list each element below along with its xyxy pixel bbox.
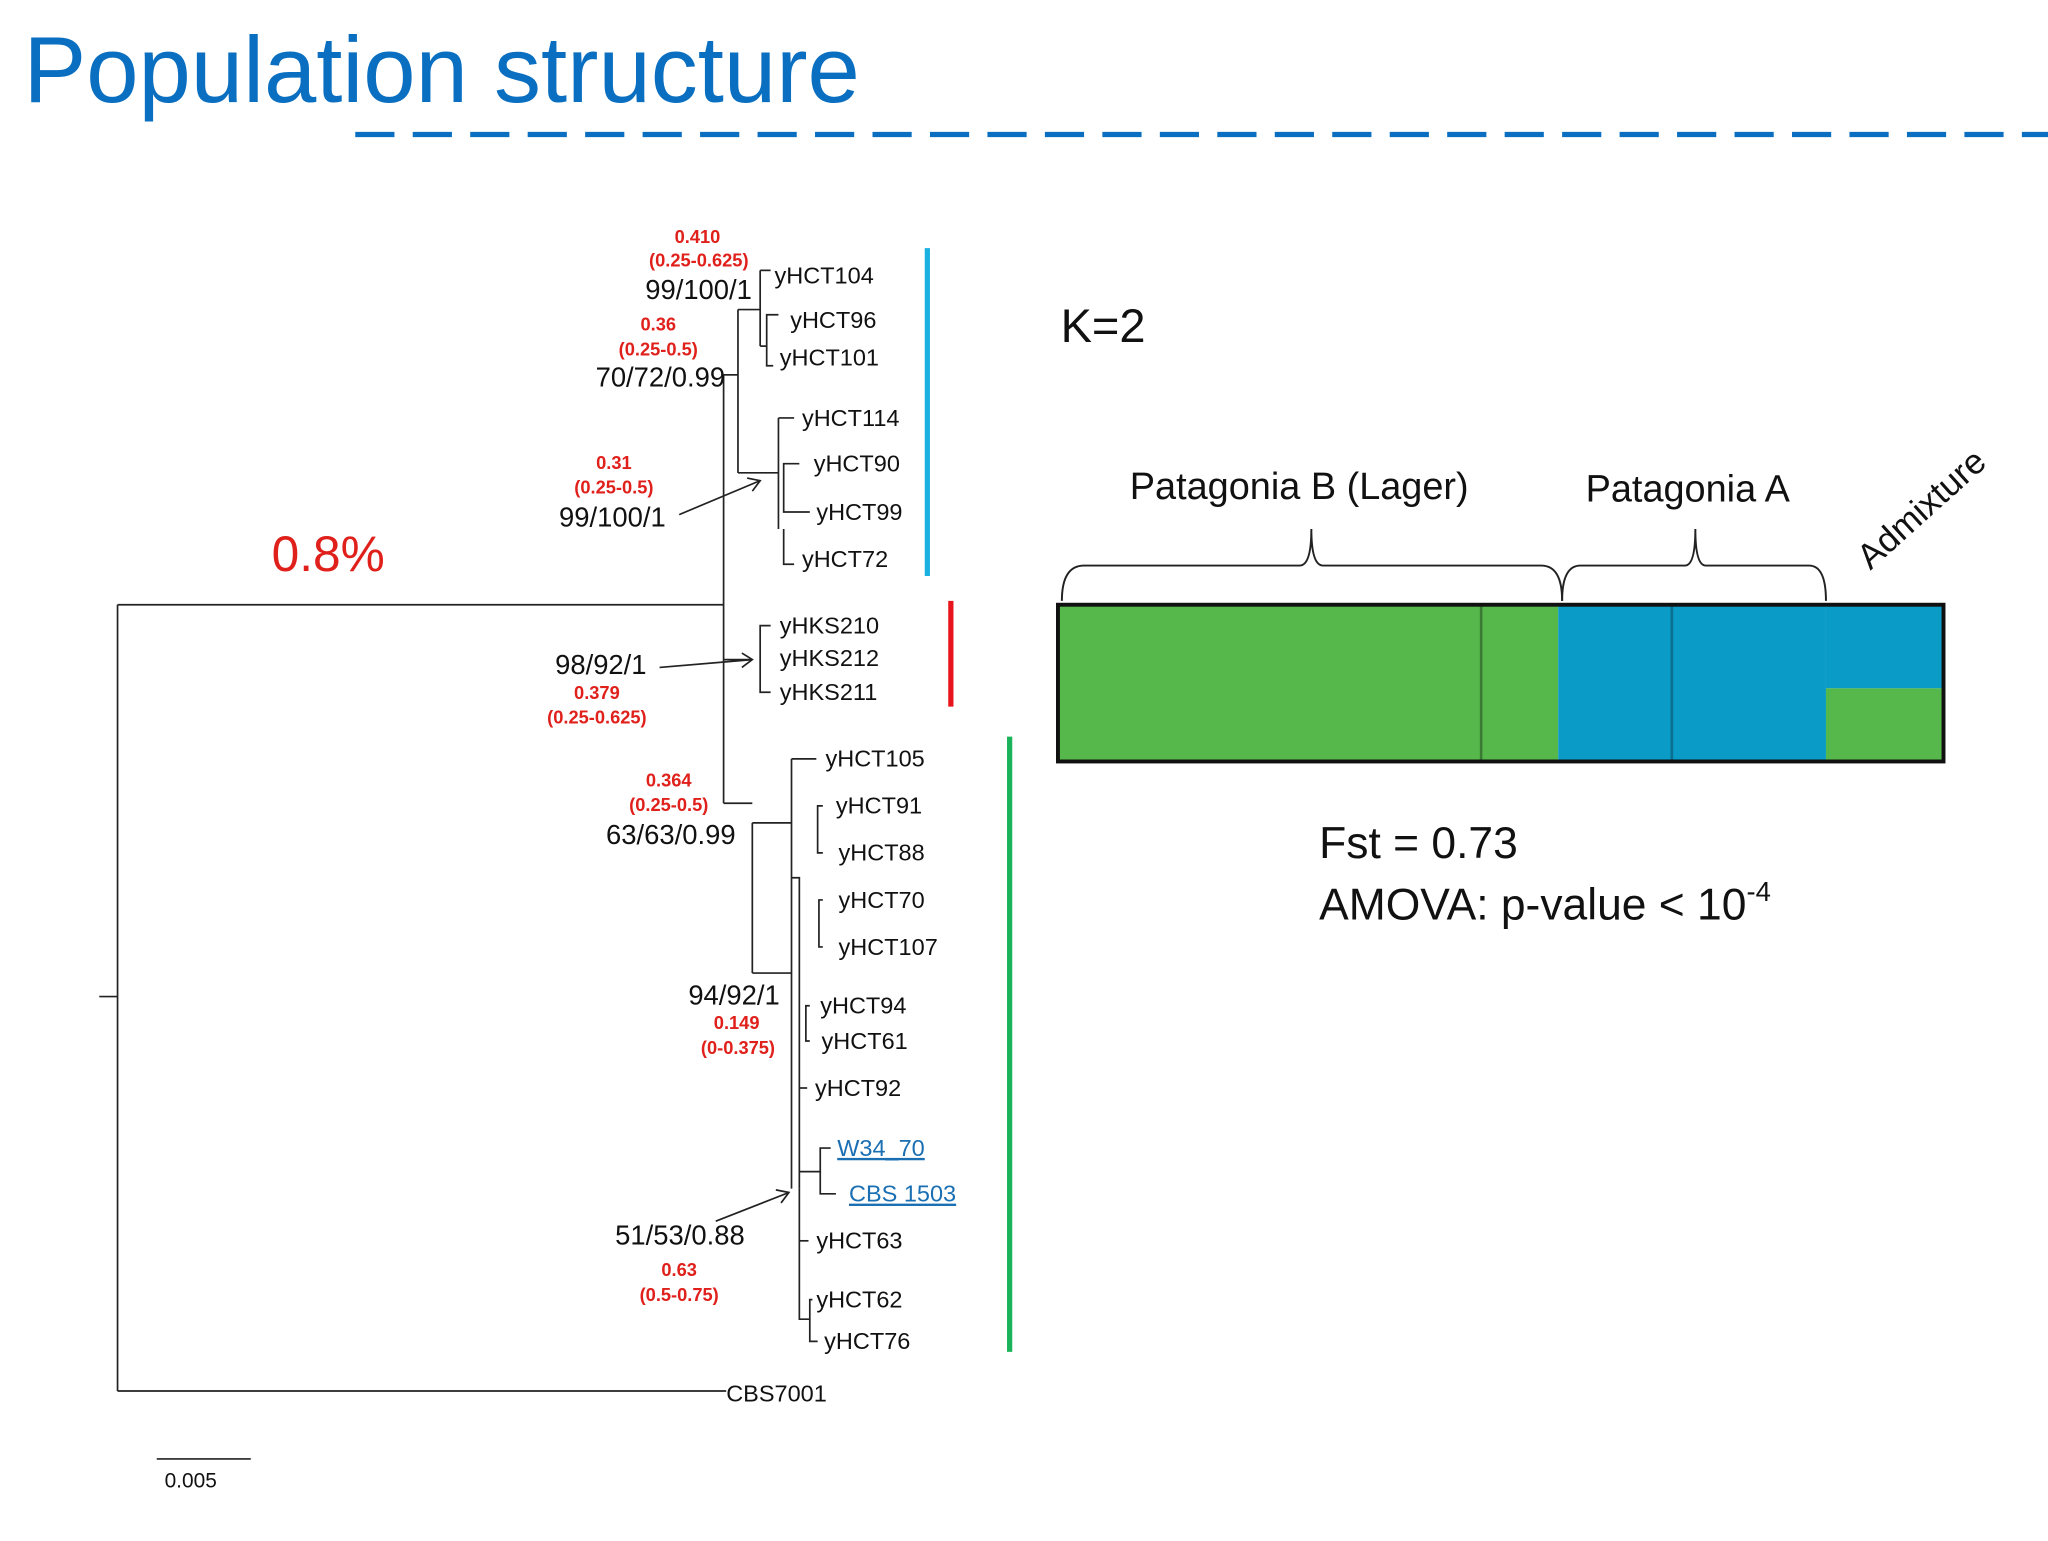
k-label: K=2: [1061, 299, 1146, 352]
tree: [99, 269, 836, 1460]
leaf-label: yHCT101: [780, 345, 879, 371]
leaf-label: yHCT107: [839, 934, 938, 960]
leaf-label: CBS7001: [726, 1380, 827, 1406]
leaf-label: yHKS211: [780, 679, 878, 705]
group-label: Patagonia A: [1586, 469, 1791, 511]
leaf-label: yHCT91: [836, 793, 922, 819]
scale-label: 0.005: [165, 1470, 217, 1493]
leaf-label: yHCT90: [814, 451, 900, 477]
node-support: 99/100/1: [645, 274, 752, 305]
leaf-label: yHCT70: [839, 887, 925, 913]
group-label: Admixture: [1850, 442, 1994, 577]
node-interval: (0.25-0.5): [619, 338, 698, 359]
node-height: 0.63: [661, 1259, 697, 1280]
leaf-label: yHKS210: [780, 612, 879, 638]
node-support: 99/100/1: [559, 501, 666, 532]
node-interval: (0.25-0.5): [574, 477, 653, 498]
leaf-label: yHCT114: [802, 405, 900, 431]
leaf-label: yHCT72: [802, 546, 888, 572]
leaf-label: yHCT94: [820, 993, 906, 1019]
group-label: Patagonia B (Lager): [1130, 466, 1469, 508]
leaf-label: yHCT99: [816, 499, 902, 525]
amova-exponent: -4: [1746, 876, 1770, 907]
node-height: 0.31: [596, 452, 632, 473]
amova: AMOVA: p-value < 10-4: [1319, 876, 1771, 929]
leaf-label[interactable]: CBS 1503: [849, 1181, 956, 1207]
amova-text: AMOVA: p-value < 10: [1319, 881, 1746, 930]
node-support: 98/92/1: [555, 649, 646, 680]
divergence: 0.8%: [272, 526, 385, 582]
slide-title: Population structure: [24, 17, 860, 122]
leaf-label: yHCT63: [816, 1228, 902, 1254]
node-interval: (0.25-0.625): [649, 249, 749, 270]
leaf-label[interactable]: W34_70: [837, 1135, 925, 1161]
leaf-label: yHCT88: [839, 840, 925, 866]
brackets: [1060, 528, 1827, 601]
arrows: [659, 477, 791, 1223]
leaf-label: yHCT104: [775, 262, 874, 288]
node-height: 0.364: [646, 769, 693, 790]
node-interval: (0.25-0.625): [547, 707, 647, 728]
leaf-label: yHCT105: [825, 746, 924, 772]
leaf-label: yHCT62: [816, 1286, 902, 1312]
node-support: 70/72/0.99: [596, 362, 726, 393]
node-interval: (0.5-0.75): [640, 1284, 719, 1305]
node-height: 0.36: [641, 313, 677, 334]
node-support: 94/92/1: [688, 979, 779, 1010]
node-height: 0.149: [714, 1012, 760, 1033]
node-height: 0.379: [574, 682, 620, 703]
node-height: 0.410: [675, 226, 721, 247]
leaf-label: yHCT96: [790, 307, 876, 333]
fst: Fst = 0.73: [1319, 819, 1518, 868]
node-interval: (0-0.375): [701, 1037, 775, 1058]
node-support: 63/63/0.99: [606, 819, 736, 850]
leaf-label: yHCT76: [824, 1328, 910, 1354]
leaf-label: yHCT92: [815, 1075, 901, 1101]
node-interval: (0.25-0.5): [629, 794, 708, 815]
leaf-label: yHCT61: [822, 1028, 908, 1054]
structure-bar: [1056, 602, 1946, 764]
node-support: 51/53/0.88: [615, 1220, 745, 1251]
leaf-label: yHKS212: [780, 645, 879, 671]
